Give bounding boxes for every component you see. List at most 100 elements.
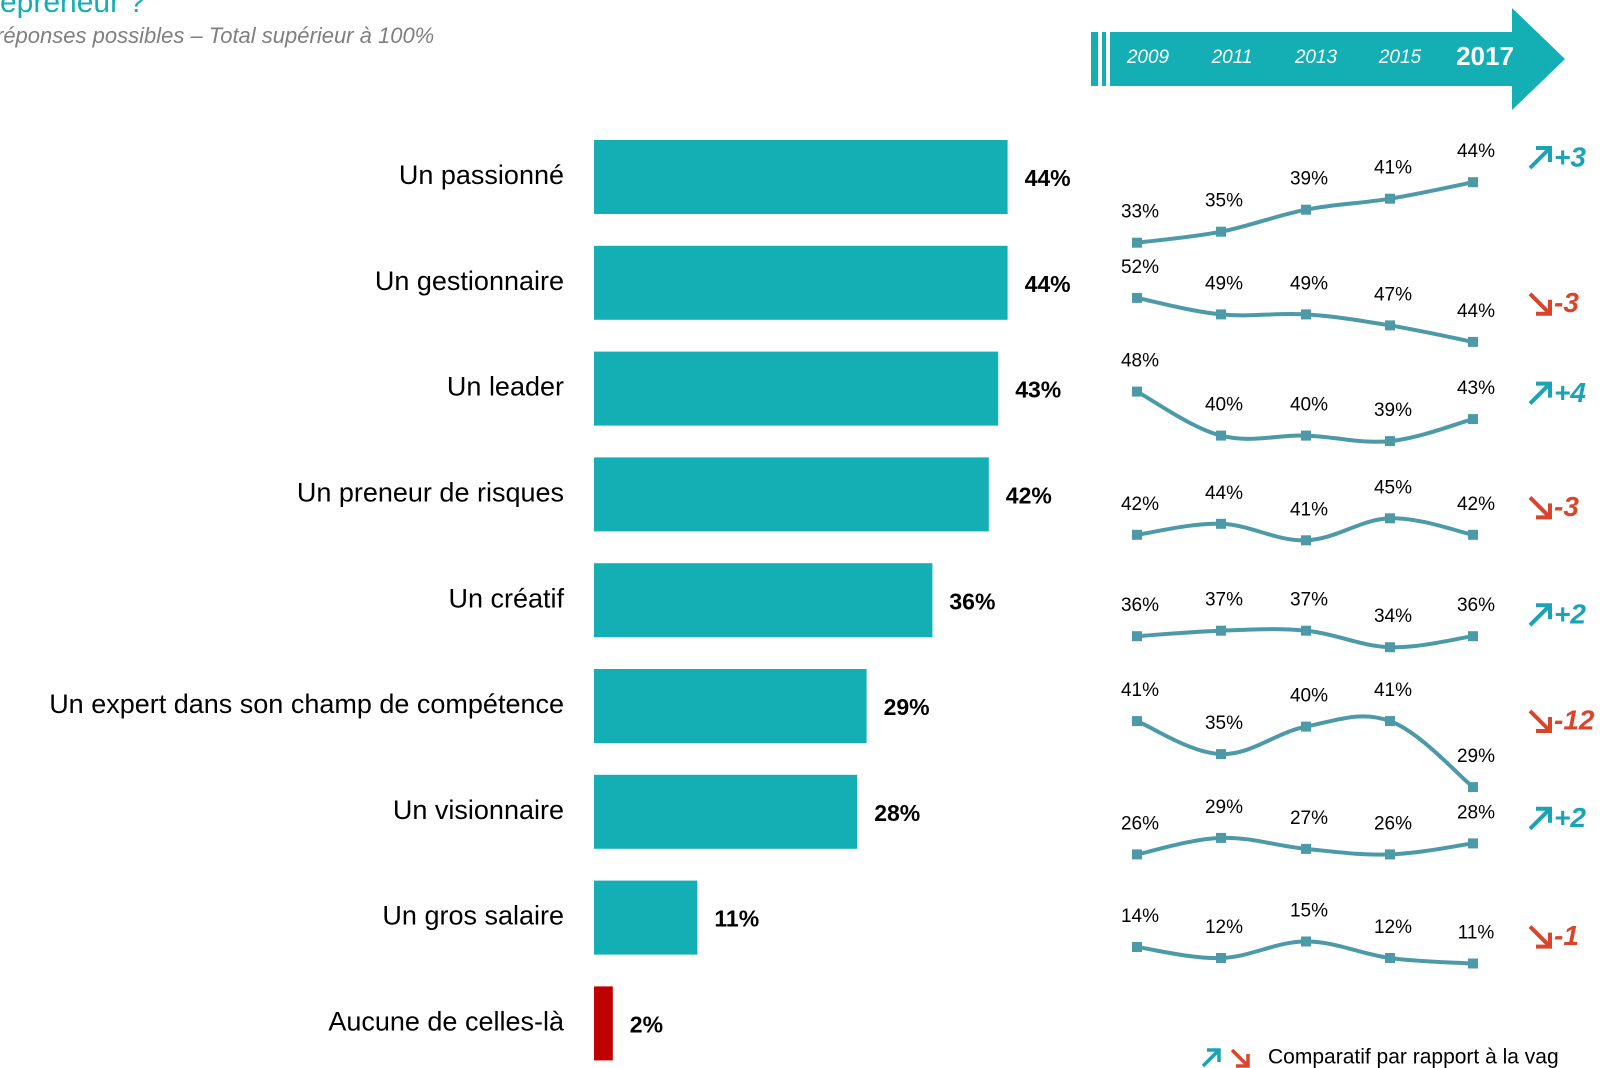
change-indicator: -3	[1528, 287, 1579, 318]
trend-marker	[1301, 309, 1311, 320]
arrow-stripe	[1091, 32, 1098, 86]
trend-marker	[1468, 958, 1478, 969]
trend-value-label: 44%	[1457, 141, 1495, 162]
trend-value-label: 36%	[1121, 595, 1159, 616]
value-label: 44%	[1025, 165, 1071, 191]
legend-down-arrow	[1230, 1048, 1250, 1068]
trend-value-label: 29%	[1205, 797, 1243, 818]
trend-line	[1136, 295, 1474, 344]
up-arrow	[1528, 381, 1552, 406]
trend-marker	[1385, 193, 1395, 204]
change-label: +2	[1554, 599, 1586, 630]
trend-value-label: 49%	[1205, 273, 1243, 294]
value-label: 2%	[630, 1011, 663, 1037]
trend-marker	[1216, 518, 1226, 529]
trend-value-label: 33%	[1121, 202, 1159, 223]
trend-value-label: 42%	[1457, 494, 1495, 515]
trend-marker	[1468, 782, 1478, 793]
bar	[594, 245, 1008, 320]
trend-value-label: 45%	[1374, 477, 1412, 498]
trend-marker	[1468, 529, 1478, 540]
trend-marker	[1216, 226, 1226, 237]
change-indicator: -1	[1528, 920, 1579, 951]
trend-value-label: 35%	[1205, 191, 1243, 212]
trend-marker	[1132, 716, 1142, 727]
change-indicator: -12	[1528, 704, 1595, 735]
trend-marker	[1468, 414, 1478, 425]
bar	[594, 669, 867, 743]
trend-value-label: 41%	[1290, 499, 1328, 520]
up-arrow	[1528, 603, 1552, 627]
value-label: 28%	[874, 800, 920, 826]
down-arrow	[1528, 925, 1552, 949]
trend-marker	[1132, 529, 1142, 540]
trend-value-label: 40%	[1290, 395, 1328, 416]
trend-value-label: 11%	[1458, 923, 1495, 944]
trend-value-label: 39%	[1374, 400, 1412, 421]
trend-marker	[1468, 336, 1478, 347]
trend-marker	[1216, 953, 1226, 963]
change-label: -1	[1554, 920, 1579, 951]
category-label: Un leader	[447, 372, 564, 402]
legend-up-arrow	[1201, 1048, 1221, 1068]
category-label: Un passionné	[399, 160, 564, 190]
bar	[594, 986, 613, 1061]
trend-marker	[1132, 631, 1142, 642]
trend-marker	[1301, 430, 1311, 441]
value-label: 11%	[714, 906, 759, 932]
trend-value-label: 28%	[1457, 802, 1495, 823]
x-tick-label: 2015	[1378, 47, 1422, 68]
trend-marker	[1385, 320, 1395, 331]
chart-title: epreneur ?	[0, 0, 145, 19]
trend-value-label: 39%	[1290, 169, 1328, 190]
trend-marker	[1301, 625, 1311, 636]
down-arrow	[1528, 495, 1552, 520]
trend-value-label: 52%	[1121, 257, 1159, 278]
chart-subtitle: réponses possibles – Total supérieur à 1…	[0, 23, 434, 48]
trend-value-label: 41%	[1374, 158, 1412, 179]
trend-value-label: 36%	[1457, 595, 1495, 616]
trend-value-label: 15%	[1290, 901, 1328, 922]
category-label: Un créatif	[448, 583, 564, 613]
x-tick-label: 2017	[1456, 41, 1514, 71]
up-arrow	[1528, 806, 1552, 831]
trend-value-label: 35%	[1205, 713, 1243, 734]
timeline-arrow	[1091, 8, 1565, 110]
trend-value-label: 44%	[1205, 483, 1243, 504]
change-indicator: +2	[1528, 802, 1586, 833]
x-tick-label: 2009	[1126, 47, 1170, 68]
trend-marker	[1216, 749, 1226, 760]
category-label: Un expert dans son champ de compétence	[49, 689, 564, 719]
up-arrow	[1528, 146, 1552, 170]
trend-value-label: 37%	[1290, 590, 1328, 611]
category-label: Un gros salaire	[382, 901, 564, 931]
trend-value-label: 40%	[1205, 395, 1243, 416]
trend-value-label: 27%	[1290, 808, 1328, 829]
trend-value-label: 29%	[1457, 746, 1495, 767]
trend-marker	[1301, 204, 1311, 215]
trend-value-label: 40%	[1290, 686, 1328, 707]
trend-value-label: 14%	[1121, 906, 1159, 927]
trend-value-label: 26%	[1374, 813, 1412, 834]
value-label: 36%	[949, 588, 995, 614]
trend-marker	[1385, 849, 1395, 860]
category-label: Un preneur de risques	[297, 478, 564, 508]
trend-marker	[1216, 430, 1226, 441]
down-arrow	[1528, 709, 1552, 733]
trend-marker	[1216, 309, 1226, 320]
trend-marker	[1132, 386, 1142, 397]
trend-marker	[1468, 177, 1478, 188]
change-indicator: +4	[1528, 377, 1586, 408]
change-label: -12	[1554, 704, 1595, 735]
trend-value-label: 44%	[1457, 301, 1495, 322]
trend-marker	[1468, 631, 1478, 642]
change-label: -3	[1554, 287, 1579, 318]
trend-marker	[1385, 953, 1395, 963]
trend-marker	[1132, 849, 1142, 860]
value-label: 43%	[1015, 377, 1061, 403]
trend-value-label: 42%	[1121, 494, 1159, 515]
bar	[594, 563, 933, 638]
category-label: Aucune de celles-là	[328, 1007, 565, 1037]
trend-value-label: 12%	[1374, 917, 1412, 938]
